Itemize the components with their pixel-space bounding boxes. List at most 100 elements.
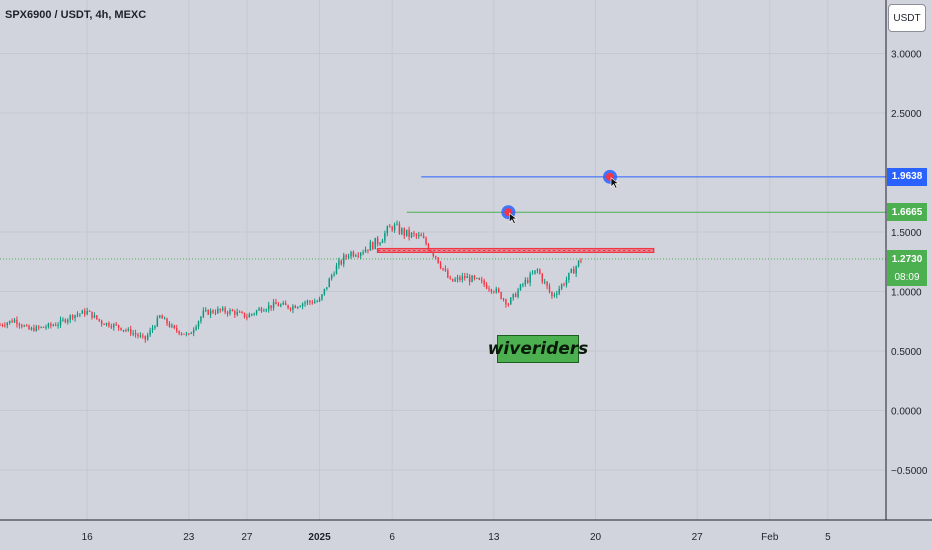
candle-up bbox=[253, 313, 255, 315]
candle-up bbox=[272, 302, 275, 308]
candle-up bbox=[59, 319, 62, 325]
candle-up bbox=[359, 252, 362, 256]
candle-down bbox=[110, 326, 113, 328]
candle-up bbox=[67, 319, 69, 323]
candle-down bbox=[243, 312, 246, 318]
candle-up bbox=[575, 266, 577, 274]
candle-up bbox=[282, 302, 284, 305]
candle-up bbox=[76, 314, 79, 316]
candle-countdown-label: 08:09 bbox=[887, 268, 927, 287]
candle-down bbox=[88, 310, 91, 312]
blue-target-price-label: 1.9638 bbox=[887, 167, 927, 186]
candle-down bbox=[505, 299, 507, 305]
candle-down bbox=[270, 305, 272, 308]
candle-down bbox=[502, 298, 505, 300]
candle-up bbox=[79, 313, 81, 315]
candle-up bbox=[519, 284, 522, 291]
time-tick-label: 6 bbox=[389, 532, 395, 543]
candle-down bbox=[464, 276, 466, 279]
price-tick-label: 1.5000 bbox=[891, 228, 922, 239]
candle-down bbox=[437, 257, 439, 264]
candle-up bbox=[495, 288, 497, 292]
current-price-label: 1.2730 bbox=[887, 250, 927, 269]
candle-down bbox=[389, 226, 391, 228]
candle-up bbox=[23, 325, 25, 327]
candle-down bbox=[142, 335, 144, 337]
candle-down bbox=[38, 326, 40, 328]
candle-up bbox=[251, 313, 253, 315]
candle-down bbox=[173, 325, 176, 329]
time-tick-label: 5 bbox=[825, 532, 831, 543]
candle-down bbox=[294, 306, 297, 309]
candle-up bbox=[255, 310, 258, 314]
candle-up bbox=[86, 310, 88, 315]
candle-up bbox=[221, 308, 224, 311]
candle-down bbox=[137, 334, 139, 336]
candle-down bbox=[84, 310, 86, 315]
candle-up bbox=[8, 320, 11, 323]
candle-down bbox=[238, 311, 241, 313]
candle-up bbox=[323, 288, 326, 295]
candle-down bbox=[420, 234, 422, 237]
candle-down bbox=[345, 255, 347, 258]
price-tick-label: −0.5000 bbox=[891, 466, 928, 477]
currency-button[interactable]: USDT bbox=[888, 4, 926, 32]
candle-down bbox=[563, 284, 565, 286]
candle-down bbox=[134, 333, 137, 335]
candle-up bbox=[306, 300, 309, 303]
candle-down bbox=[178, 331, 180, 334]
candle-down bbox=[125, 329, 127, 331]
candle-down bbox=[408, 229, 410, 237]
candle-down bbox=[117, 324, 120, 328]
candle-down bbox=[241, 312, 243, 314]
time-tick-label: 27 bbox=[692, 532, 704, 543]
candle-down bbox=[514, 293, 517, 297]
candle-up bbox=[190, 333, 192, 335]
candle-up bbox=[171, 325, 173, 327]
candle-down bbox=[234, 311, 236, 315]
candle-up bbox=[299, 306, 301, 308]
candle-down bbox=[42, 326, 45, 328]
candle-down bbox=[488, 288, 490, 290]
candle-up bbox=[560, 284, 563, 289]
drawing-annotations bbox=[0, 176, 886, 260]
time-tick-label: 23 bbox=[183, 532, 195, 543]
candle-down bbox=[352, 252, 355, 257]
time-tick-label: 20 bbox=[590, 532, 602, 543]
price-tick-label: 3.0000 bbox=[891, 50, 922, 61]
time-tick-label: 13 bbox=[488, 532, 500, 543]
candle-down bbox=[207, 309, 209, 315]
candle-down bbox=[284, 302, 287, 306]
candle-down bbox=[91, 311, 93, 318]
candle-down bbox=[398, 223, 401, 234]
candle-down bbox=[473, 275, 476, 279]
candle-up bbox=[13, 319, 16, 323]
candle-up bbox=[151, 328, 154, 331]
candle-up bbox=[45, 327, 47, 329]
candle-up bbox=[62, 319, 64, 321]
candle-up bbox=[132, 333, 134, 335]
candle-down bbox=[11, 320, 13, 323]
candle-down bbox=[580, 260, 582, 262]
candle-up bbox=[74, 315, 76, 319]
candle-up bbox=[200, 316, 202, 322]
candle-up bbox=[248, 314, 251, 318]
symbol-title[interactable]: SPX6900 / USDT, 4h, MEXC bbox=[5, 9, 147, 21]
candle-up bbox=[534, 270, 536, 274]
candle-up bbox=[454, 279, 456, 282]
candle-down bbox=[96, 315, 98, 319]
candle-up bbox=[205, 309, 207, 311]
candle-up bbox=[81, 310, 84, 314]
candle-down bbox=[340, 260, 343, 265]
candle-up bbox=[326, 287, 328, 289]
candle-up bbox=[570, 268, 573, 273]
candle-down bbox=[493, 291, 495, 293]
candle-down bbox=[16, 319, 18, 325]
price-axis: 3.0000 2.5000 1.5000 1.0000 0.5000 0.0000 −0.5… bbox=[891, 50, 928, 477]
candle-up bbox=[374, 237, 376, 250]
candle-up bbox=[113, 324, 115, 328]
candle-down bbox=[357, 255, 359, 257]
candle-down bbox=[459, 277, 461, 280]
candle-down bbox=[28, 325, 30, 330]
